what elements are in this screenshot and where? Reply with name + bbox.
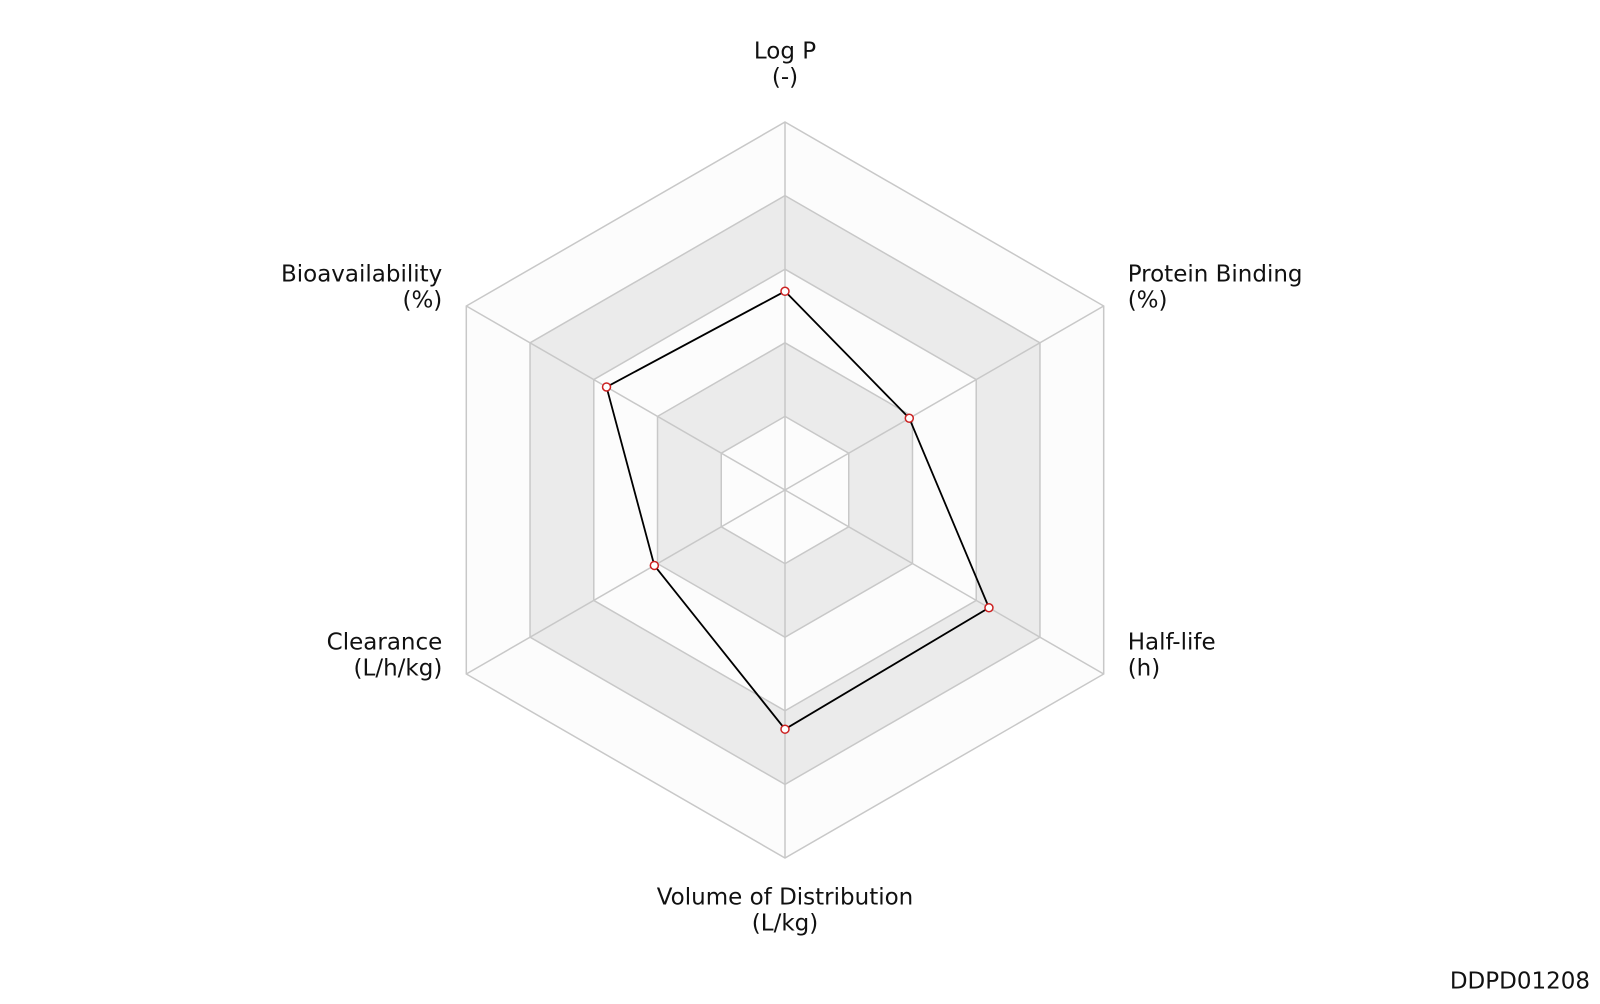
axis-line [465, 305, 786, 491]
axis-label: Protein Binding [1128, 262, 1303, 288]
data-point [984, 603, 994, 613]
data-point [601, 382, 612, 392]
data-point [780, 724, 790, 734]
data-point [649, 560, 660, 571]
axis-unit: (L/h/kg) [354, 656, 443, 682]
data-point [904, 413, 915, 423]
data-point [780, 286, 790, 297]
axis-line [784, 305, 1105, 491]
axis-label: Clearance [327, 630, 443, 656]
axis-unit: (%) [1128, 288, 1168, 314]
axis-label: Half-life [1128, 630, 1216, 656]
axis-unit: (L/kg) [752, 911, 818, 937]
axis-label: Volume of Distribution [657, 885, 914, 911]
axis-line [465, 489, 786, 675]
footer-id: DDPD01208 [1450, 969, 1590, 995]
axis-line [784, 489, 1105, 675]
axis-unit: (h) [1128, 656, 1161, 682]
axis-label: Bioavailability [281, 262, 442, 288]
axis-label: Log P [754, 39, 816, 65]
axis-unit: (%) [402, 288, 442, 314]
axis-unit: (-) [772, 65, 798, 91]
